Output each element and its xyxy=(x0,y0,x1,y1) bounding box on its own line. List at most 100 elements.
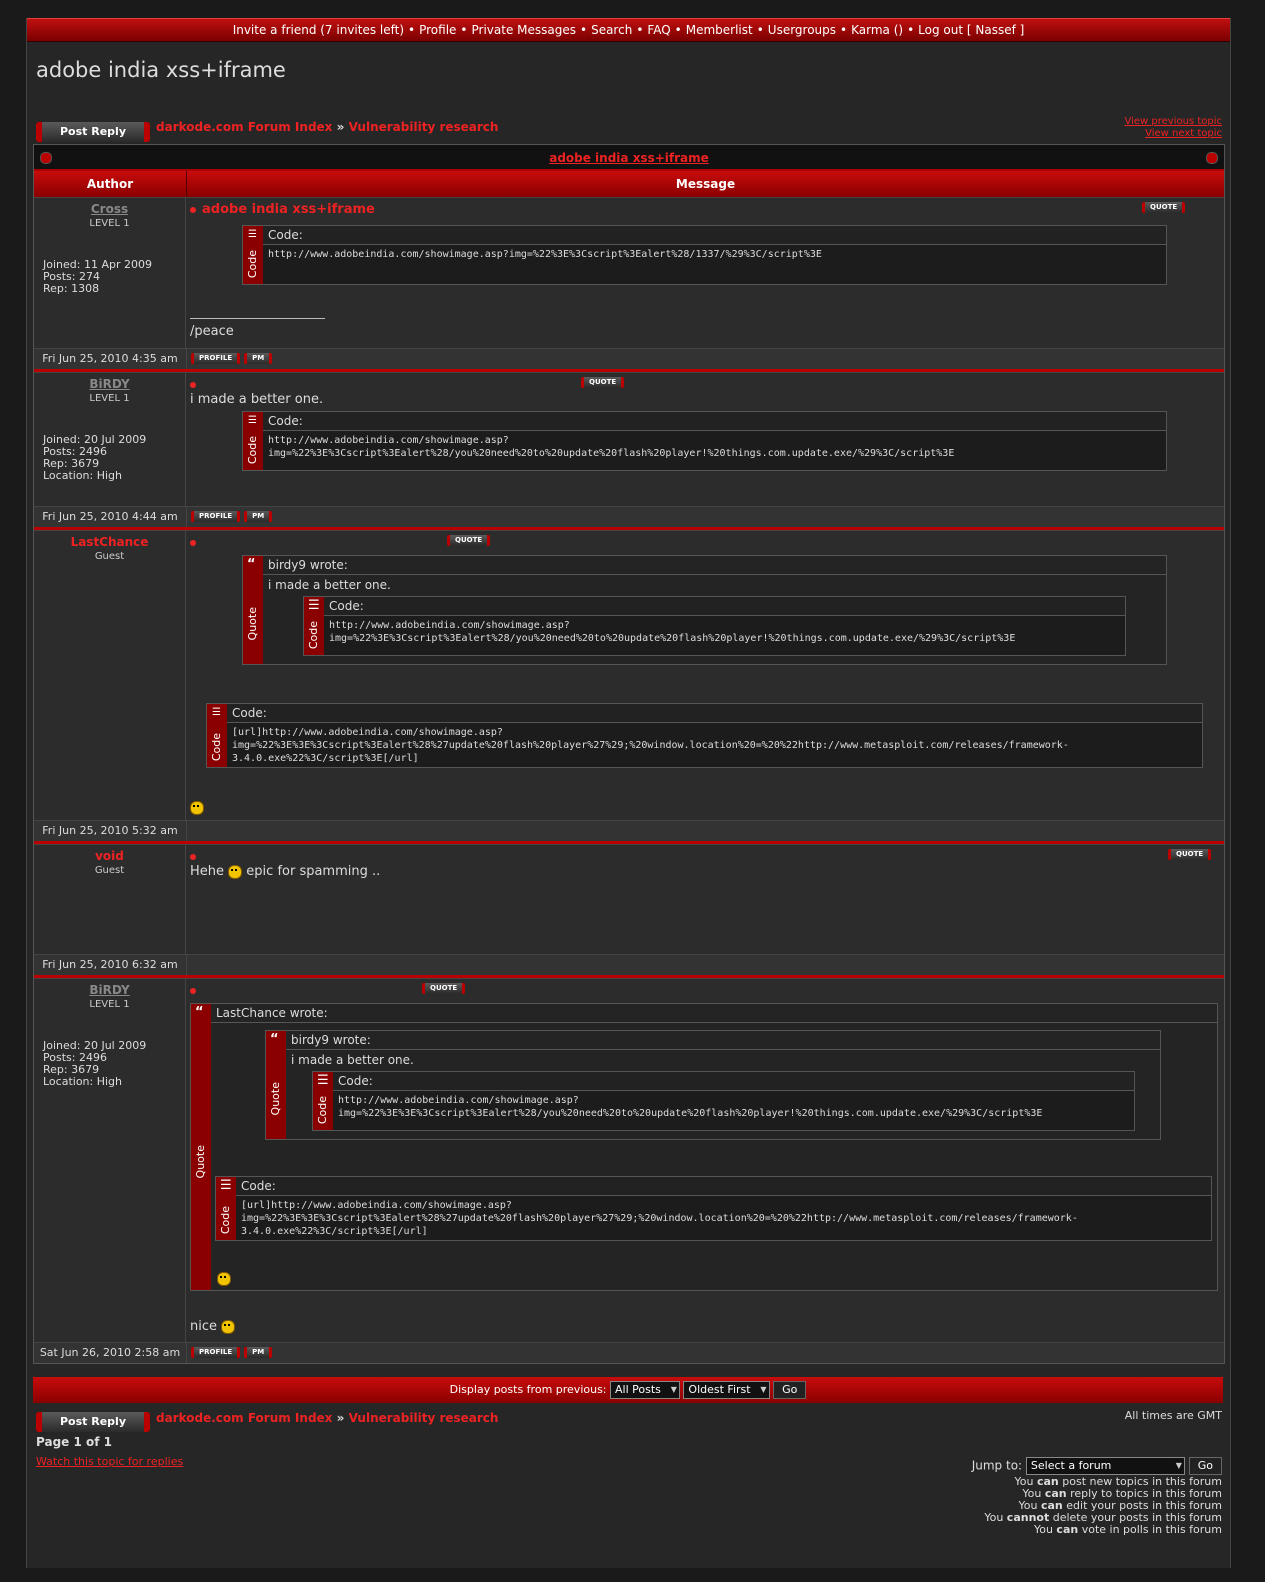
code-block: ☰ Code Code: [url]http://www.adobeindia.c… xyxy=(206,703,1203,768)
profile-button[interactable]: PROFILE xyxy=(191,511,241,522)
author-posts: Posts: 274 xyxy=(43,270,100,283)
post-author-cell: BiRDY LEVEL 1 Joined: 20 Jul 2009 Posts:… xyxy=(34,979,186,1342)
quote-text: i made a better one. xyxy=(291,1053,414,1067)
post-date: Fri Jun 25, 2010 5:32 am xyxy=(34,821,187,841)
post-row: LastChance Guest QUOTE “ Quote birdy9 wro… xyxy=(34,530,1224,820)
post-actions: PROFILE PM xyxy=(187,507,276,527)
topic-table-title: adobe india xss+iframe xyxy=(34,145,1224,171)
nav-invite[interactable]: Invite a friend (7 invites left) xyxy=(232,23,405,37)
nav-logout[interactable]: Log out [ Nassef ] xyxy=(918,23,1025,37)
jump-select[interactable]: Select a forum xyxy=(1025,1457,1185,1475)
post-row: BiRDY LEVEL 1 Joined: 20 Jul 2009 Posts:… xyxy=(34,372,1224,506)
code-side-label: Code xyxy=(246,435,259,464)
breadcrumb-forum[interactable]: Vulnerability research xyxy=(348,1411,499,1425)
post-author-cell: BiRDY LEVEL 1 Joined: 20 Jul 2009 Posts:… xyxy=(34,373,186,506)
breadcrumb-sep: » xyxy=(336,120,345,134)
code-side-label: Code xyxy=(210,732,223,761)
quote-block: “ Quote birdy9 wrote: i made a better one… xyxy=(242,555,1167,665)
quote-button[interactable]: QUOTE xyxy=(422,983,466,994)
pm-button[interactable]: PM xyxy=(244,353,273,364)
pm-button[interactable]: PM xyxy=(244,1347,273,1358)
code-side-label: Code xyxy=(316,1095,329,1124)
jump-label: Jump to: xyxy=(971,1458,1023,1473)
quote-author: birdy9 wrote: xyxy=(286,1031,1160,1050)
post-subject-text: adobe india xss+iframe xyxy=(202,202,375,217)
corner-dot xyxy=(1206,152,1218,164)
topic-title-link[interactable]: adobe india xss+iframe xyxy=(549,151,709,165)
display-options-bar: Display posts from previous: All Posts O… xyxy=(33,1377,1223,1403)
post-author-cell: LastChance Guest xyxy=(34,531,186,820)
quote-button[interactable]: QUOTE xyxy=(447,535,491,546)
nav-usergroups[interactable]: Usergroups xyxy=(767,23,837,37)
quote-side-label: Quote xyxy=(269,1081,282,1115)
nav-pm[interactable]: Private Messages xyxy=(471,23,577,37)
author-info: Joined: 11 Apr 2009 Posts: 274 Rep: 1308 xyxy=(43,259,185,295)
display-order-select[interactable]: Oldest First xyxy=(683,1381,770,1399)
post-actions: PROFILE PM xyxy=(187,349,276,369)
code-label: Code: xyxy=(263,412,1166,431)
signature: /peace xyxy=(190,324,234,339)
view-next-topic[interactable]: View next topic xyxy=(1145,128,1222,139)
post-icon xyxy=(190,539,196,546)
timezone-note: All times are GMT xyxy=(1124,1409,1222,1422)
author-posts: Posts: 2496 xyxy=(43,1051,107,1064)
post-text-a: Hehe xyxy=(190,864,225,879)
post-row: void Guest QUOTE Hehe epic for spamming … xyxy=(34,844,1224,954)
post-reply-top[interactable]: Post Reply xyxy=(36,120,150,142)
profile-button[interactable]: PROFILE xyxy=(191,353,241,364)
author-rank: LEVEL 1 xyxy=(89,393,130,404)
post-icon xyxy=(190,206,196,213)
author-rank: Guest xyxy=(94,551,125,562)
post-date: Fri Jun 25, 2010 4:44 am xyxy=(34,507,187,527)
header-author: Author xyxy=(34,171,187,197)
code-side: ☰ Code xyxy=(243,226,263,284)
nav-memberlist[interactable]: Memberlist xyxy=(685,23,753,37)
smiley-icon xyxy=(217,1272,231,1286)
profile-button[interactable]: PROFILE xyxy=(191,1347,241,1358)
nav-sep: • xyxy=(636,23,644,37)
post-author-cell: void Guest xyxy=(34,845,186,954)
nav-search[interactable]: Search xyxy=(591,23,633,37)
post-date: Fri Jun 25, 2010 4:35 am xyxy=(34,349,187,369)
post-reply-button[interactable]: Post Reply xyxy=(36,1412,150,1432)
watch-topic-link[interactable]: Watch this topic for replies xyxy=(36,1455,184,1468)
author-name[interactable]: Cross xyxy=(90,202,129,216)
smiley-icon xyxy=(228,864,243,879)
view-previous-topic[interactable]: View previous topic xyxy=(1124,116,1222,127)
nav-faq[interactable]: FAQ xyxy=(647,23,671,37)
post-footer: Sat Jun 26, 2010 2:58 am PROFILE PM xyxy=(34,1342,1224,1363)
breadcrumb: darkode.com Forum Index » Vulnerability … xyxy=(156,120,498,134)
top-nav: Invite a friend (7 invites left) • Profile… xyxy=(27,18,1230,42)
post-reply-bottom[interactable]: Post Reply xyxy=(36,1410,150,1432)
nav-sep: • xyxy=(907,23,915,37)
post-footer: Fri Jun 25, 2010 6:32 am xyxy=(34,954,1224,978)
quote-button[interactable]: QUOTE xyxy=(1168,849,1212,860)
quote-text: i made a better one. xyxy=(268,578,391,592)
post-reply-button[interactable]: Post Reply xyxy=(36,122,150,142)
breadcrumb-forum-index[interactable]: darkode.com Forum Index xyxy=(156,1411,333,1425)
author-name[interactable]: BiRDY xyxy=(89,983,130,997)
pm-button[interactable]: PM xyxy=(244,511,273,522)
jump-go-button[interactable]: Go xyxy=(1188,1457,1222,1475)
quote-button[interactable]: QUOTE xyxy=(581,377,625,388)
author-info: Joined: 20 Jul 2009 Posts: 2496 Rep: 367… xyxy=(43,434,185,482)
display-go-button[interactable]: Go xyxy=(773,1381,807,1399)
post-subject xyxy=(190,849,1220,864)
code-block: ☰ Code Code: http://www.adobeindia.com/sh… xyxy=(242,411,1167,471)
post-message-cell: QUOTE i made a better one. ☰ Code Code: h… xyxy=(186,373,1224,506)
code-block: ☰ Code Code: http://www.adobeindia.com/sh… xyxy=(303,596,1126,656)
breadcrumb-forum[interactable]: Vulnerability research xyxy=(348,120,499,134)
post-subject xyxy=(190,983,1220,998)
breadcrumb-forum-index[interactable]: darkode.com Forum Index xyxy=(156,120,333,134)
permission-line: You can reply to topics in this forum xyxy=(1022,1487,1222,1500)
author-joined: Joined: 11 Apr 2009 xyxy=(43,258,152,271)
code-label: Code: xyxy=(263,226,1166,245)
author-name[interactable]: BiRDY xyxy=(89,377,130,391)
post-row: BiRDY LEVEL 1 Joined: 20 Jul 2009 Posts:… xyxy=(34,978,1224,1342)
display-posts-select[interactable]: All Posts xyxy=(610,1381,680,1399)
author-rank: LEVEL 1 xyxy=(89,218,130,229)
list-icon: ☰ xyxy=(308,598,320,613)
nav-profile[interactable]: Profile xyxy=(419,23,457,37)
quote-button[interactable]: QUOTE xyxy=(1142,202,1186,213)
nav-karma[interactable]: Karma () xyxy=(851,23,904,37)
